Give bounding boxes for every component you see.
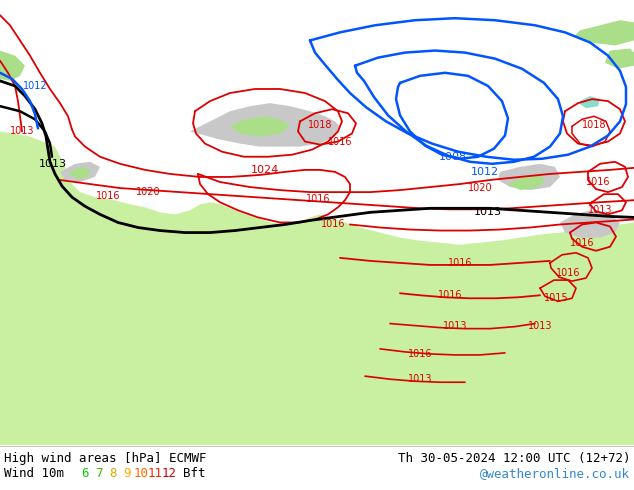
Text: 10: 10	[134, 467, 148, 481]
Text: 1013: 1013	[408, 374, 432, 384]
Polygon shape	[510, 175, 545, 190]
Text: 12: 12	[162, 467, 176, 481]
Polygon shape	[60, 162, 100, 182]
Text: 1016: 1016	[570, 238, 594, 247]
Text: 11: 11	[148, 467, 162, 481]
Text: 1016: 1016	[408, 349, 432, 359]
Text: 1008: 1008	[439, 152, 467, 162]
Polygon shape	[0, 50, 25, 81]
Text: 1013: 1013	[527, 320, 552, 331]
Polygon shape	[498, 164, 560, 190]
Text: High wind areas [hPa] ECMWF: High wind areas [hPa] ECMWF	[4, 452, 207, 465]
Text: Wind 10m: Wind 10m	[4, 467, 64, 481]
Text: 1013: 1013	[474, 207, 502, 218]
Text: 1018: 1018	[582, 121, 606, 130]
Text: 1016: 1016	[437, 290, 462, 300]
Text: Th 30-05-2024 12:00 UTC (12+72): Th 30-05-2024 12:00 UTC (12+72)	[398, 452, 630, 465]
Text: 1016: 1016	[586, 177, 611, 187]
Text: 1020: 1020	[136, 187, 160, 197]
Text: 1016: 1016	[96, 191, 120, 201]
Text: 1024: 1024	[251, 165, 279, 175]
Text: 1016: 1016	[448, 258, 472, 268]
Text: 6: 6	[81, 467, 89, 481]
Polygon shape	[605, 49, 634, 69]
Text: 1016: 1016	[328, 137, 353, 147]
Text: 9: 9	[123, 467, 131, 481]
Text: 8: 8	[109, 467, 117, 481]
Text: 1016: 1016	[321, 220, 346, 229]
Text: Bft: Bft	[183, 467, 205, 481]
Polygon shape	[70, 167, 90, 179]
Polygon shape	[580, 96, 600, 108]
Text: 1018: 1018	[307, 121, 332, 130]
Text: 1012: 1012	[23, 81, 48, 91]
Text: 1013: 1013	[10, 126, 34, 136]
Text: 1013: 1013	[443, 320, 467, 331]
Polygon shape	[0, 131, 634, 445]
Text: 1015: 1015	[544, 294, 568, 303]
Text: 1013: 1013	[39, 159, 67, 169]
Text: @weatheronline.co.uk: @weatheronline.co.uk	[480, 467, 630, 481]
Text: 1016: 1016	[556, 268, 580, 278]
Polygon shape	[190, 103, 340, 147]
Text: 1016: 1016	[306, 194, 330, 204]
Polygon shape	[560, 210, 620, 238]
Text: 1012: 1012	[471, 167, 499, 177]
Text: 7: 7	[95, 467, 103, 481]
Text: 1020: 1020	[468, 183, 493, 193]
Polygon shape	[575, 20, 634, 46]
Text: 1013: 1013	[588, 205, 612, 215]
Polygon shape	[230, 116, 290, 137]
